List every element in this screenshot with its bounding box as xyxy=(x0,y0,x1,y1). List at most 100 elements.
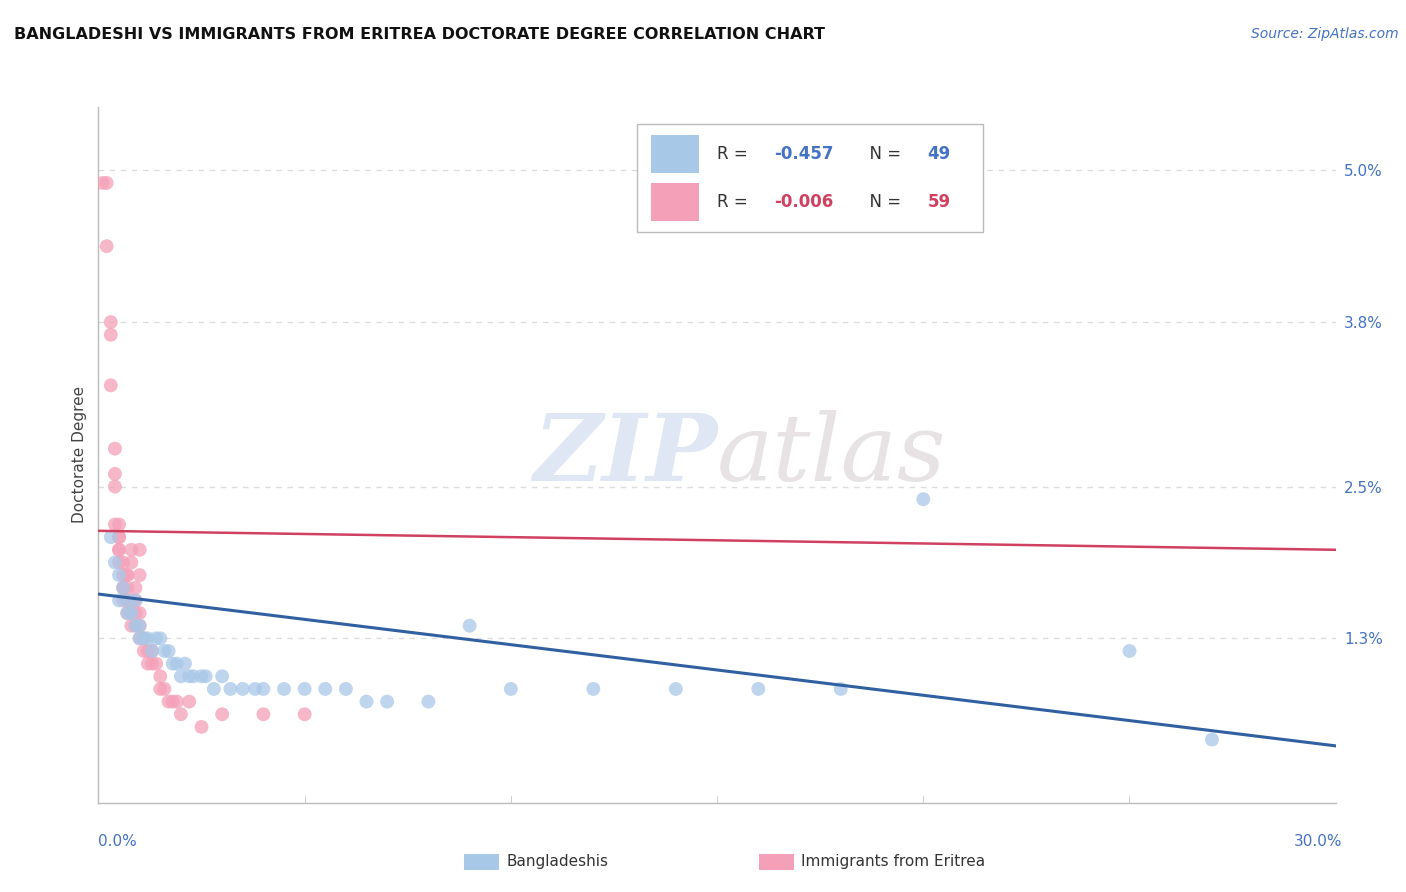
Point xyxy=(91,176,114,190)
Point xyxy=(132,632,155,646)
Point xyxy=(128,618,150,632)
Point xyxy=(120,593,142,607)
Point xyxy=(108,530,131,544)
Point xyxy=(108,556,131,570)
Point xyxy=(162,657,184,671)
Point xyxy=(108,530,131,544)
Text: 30.0%: 30.0% xyxy=(1295,834,1343,849)
Point xyxy=(157,644,180,658)
Point xyxy=(128,542,150,557)
Point xyxy=(128,568,150,582)
Point xyxy=(153,644,176,658)
Point xyxy=(157,695,180,709)
Point xyxy=(141,644,163,658)
Point xyxy=(112,581,135,595)
Point xyxy=(190,669,212,683)
Point xyxy=(112,581,135,595)
Text: Source: ZipAtlas.com: Source: ZipAtlas.com xyxy=(1251,27,1399,41)
Point xyxy=(136,644,159,658)
Point xyxy=(458,618,481,632)
Point xyxy=(141,644,163,658)
Point xyxy=(211,707,233,722)
Point xyxy=(132,644,155,658)
Point xyxy=(912,492,935,507)
Point xyxy=(96,239,118,253)
Point xyxy=(356,695,378,709)
Point xyxy=(117,581,139,595)
Point xyxy=(124,606,146,620)
Point xyxy=(179,695,201,709)
Text: ZIP: ZIP xyxy=(533,410,717,500)
Text: atlas: atlas xyxy=(717,410,946,500)
Point xyxy=(112,593,135,607)
Point xyxy=(830,681,852,696)
Point xyxy=(128,632,150,646)
Text: R =: R = xyxy=(717,194,754,211)
Point xyxy=(117,568,139,582)
Point xyxy=(96,176,118,190)
Point xyxy=(128,632,150,646)
Point xyxy=(117,593,139,607)
Point xyxy=(124,581,146,595)
Point xyxy=(181,669,204,683)
Point xyxy=(117,606,139,620)
Point xyxy=(120,606,142,620)
Text: 59: 59 xyxy=(928,194,950,211)
Point xyxy=(100,327,122,342)
Point xyxy=(211,669,233,683)
Point xyxy=(117,606,139,620)
Point xyxy=(153,681,176,696)
Point xyxy=(132,632,155,646)
Point xyxy=(104,479,127,493)
Point xyxy=(170,669,193,683)
Point xyxy=(149,669,172,683)
Point xyxy=(104,517,127,532)
Point xyxy=(145,657,167,671)
Text: Bangladeshis: Bangladeshis xyxy=(506,855,609,869)
Point xyxy=(120,542,142,557)
Text: -0.457: -0.457 xyxy=(773,145,834,162)
Point xyxy=(162,695,184,709)
Point xyxy=(243,681,266,696)
Point xyxy=(170,707,193,722)
Point xyxy=(112,581,135,595)
Point xyxy=(166,695,188,709)
Point xyxy=(112,556,135,570)
Point xyxy=(136,632,159,646)
Point xyxy=(128,618,150,632)
Point xyxy=(1201,732,1223,747)
Point xyxy=(124,593,146,607)
Point xyxy=(202,681,225,696)
Text: R =: R = xyxy=(717,145,754,162)
Point xyxy=(145,632,167,646)
Point xyxy=(104,556,127,570)
Point xyxy=(120,618,142,632)
Text: N =: N = xyxy=(859,145,907,162)
Point xyxy=(149,632,172,646)
Point xyxy=(582,681,605,696)
Text: 0.0%: 0.0% xyxy=(98,834,138,849)
Point xyxy=(219,681,242,696)
Point xyxy=(100,315,122,329)
Point xyxy=(124,618,146,632)
Point xyxy=(108,568,131,582)
Point xyxy=(335,681,357,696)
Bar xyxy=(651,183,699,221)
Point xyxy=(1118,644,1140,658)
Point xyxy=(120,556,142,570)
Point xyxy=(499,681,522,696)
Point xyxy=(128,606,150,620)
Point xyxy=(104,442,127,456)
Text: -0.006: -0.006 xyxy=(773,194,834,211)
Point xyxy=(149,681,172,696)
Point xyxy=(314,681,336,696)
Point xyxy=(174,657,197,671)
Point xyxy=(294,681,316,696)
Point xyxy=(190,720,212,734)
Point xyxy=(273,681,295,696)
Text: N =: N = xyxy=(859,194,907,211)
Point xyxy=(252,681,274,696)
Text: BANGLADESHI VS IMMIGRANTS FROM ERITREA DOCTORATE DEGREE CORRELATION CHART: BANGLADESHI VS IMMIGRANTS FROM ERITREA D… xyxy=(14,27,825,42)
FancyBboxPatch shape xyxy=(637,124,983,232)
Point xyxy=(747,681,769,696)
